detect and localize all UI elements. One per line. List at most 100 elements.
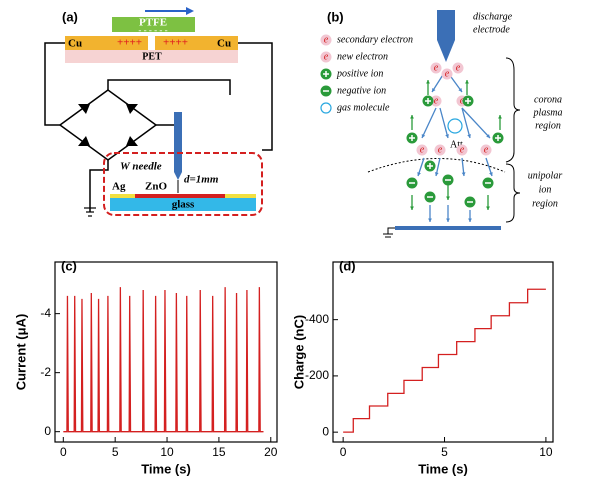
brace (505, 163, 521, 223)
y-axis-label: Current (μA) (13, 314, 28, 391)
arrow (461, 107, 491, 139)
ag-label: Ag (112, 181, 126, 193)
region-label: ion (539, 184, 552, 195)
arrow-head (410, 115, 414, 119)
ptfe-layer (112, 17, 195, 32)
region-label: region (532, 198, 558, 209)
arrow (461, 107, 471, 139)
electron-symbol: e (434, 62, 439, 73)
y-tick-label: 0 (322, 424, 329, 438)
x-axis-label: Time (s) (141, 461, 191, 476)
panel-label: (c) (61, 258, 77, 273)
arrow-head (410, 206, 414, 210)
y-axis-label: Charge (nC) (291, 315, 306, 389)
zno-label: ZnO (145, 181, 167, 193)
panel-label: (d) (339, 258, 356, 273)
plot-frame (332, 261, 554, 443)
arrow (439, 107, 449, 139)
needle-tip (174, 172, 182, 180)
electron (480, 144, 492, 156)
electron-symbol: e (484, 144, 489, 155)
y-tick-label: -200 (305, 368, 329, 382)
panel-label: (a) (62, 9, 78, 24)
electron-symbol: e (434, 95, 439, 106)
collector-plate (395, 226, 501, 230)
electron-symbol: e (324, 51, 329, 62)
electron (430, 62, 442, 74)
arrow-head (446, 196, 450, 200)
ptfe-charges: - - - - - - (138, 25, 167, 35)
gap-label: d=1mm (184, 174, 219, 186)
panel-label: (b) (327, 9, 344, 24)
x-tick-label: 0 (60, 445, 67, 459)
arrow-head (486, 206, 490, 210)
y-tick-label: -400 (305, 312, 329, 326)
electron-symbol: e (445, 68, 450, 79)
arrow-head (426, 80, 430, 84)
y-tick-label: -2 (40, 365, 51, 379)
panel-b: (b) discharge electrode secondary electr… (320, 9, 563, 238)
y-tick-label: 0 (44, 424, 51, 438)
electron-symbol: e (460, 95, 465, 106)
zno-layer (135, 194, 225, 198)
charges: ++++ (163, 37, 188, 49)
cu-left (65, 36, 148, 50)
glass-label: glass (172, 199, 195, 211)
arrow-head (467, 134, 471, 138)
legend-text: positive ion (336, 68, 383, 79)
arrow-head (445, 134, 449, 138)
arrow-head (421, 134, 426, 138)
panel-a: (a) PTFE - - - - - - Cu Cu ++++ ++++ PET (44, 7, 273, 217)
arrow-head (186, 7, 194, 15)
x-tick-label: 10 (539, 445, 553, 459)
pet-label: PET (142, 51, 162, 62)
glass-layer (110, 198, 256, 211)
cu-label: Cu (217, 38, 231, 50)
data-line (63, 287, 264, 433)
electron (452, 62, 464, 74)
x-tick-label: 15 (212, 445, 226, 459)
electron-symbol: e (420, 144, 425, 155)
ground (387, 227, 395, 234)
arrow-head (461, 172, 466, 176)
electron (456, 144, 468, 156)
boundary (367, 158, 506, 173)
gas-molecule-icon (320, 102, 332, 114)
electron (434, 144, 446, 156)
x-axis-label: Time (s) (418, 461, 468, 476)
electron-symbol: e (324, 34, 329, 45)
arrow-head (428, 218, 432, 222)
arrow-head (417, 172, 421, 176)
electron (416, 144, 428, 156)
electron-symbol: e (460, 144, 465, 155)
electrode-label: discharge (473, 11, 513, 22)
electrode-label: electrode (473, 24, 510, 35)
region-label: plasma (533, 107, 563, 118)
x-tick-label: 0 (340, 445, 347, 459)
brace (505, 57, 521, 163)
electron (441, 68, 453, 80)
w-needle (174, 112, 182, 172)
region-label: unipolar (528, 170, 563, 181)
region-label: corona (534, 94, 562, 105)
arrow-head (468, 218, 472, 222)
arrow-head (434, 172, 439, 176)
electron-symbol: e (456, 62, 461, 73)
needle-label: W needle (120, 161, 162, 173)
arrow-head (489, 172, 493, 176)
arrow-head (432, 88, 436, 92)
electron (430, 95, 442, 107)
inset-box (103, 152, 263, 216)
arrow (421, 107, 437, 139)
arrow-head (446, 218, 450, 222)
att-label: Att. (450, 139, 465, 150)
region-label: region (535, 120, 561, 131)
legend-text: new electron (337, 51, 388, 62)
charges: ++++ (117, 37, 142, 49)
x-tick-label: 5 (112, 445, 119, 459)
ptfe-label: PTFE (139, 17, 167, 29)
data-line (343, 288, 546, 433)
x-tick-label: 10 (160, 445, 174, 459)
legend-text: secondary electron (337, 34, 413, 45)
